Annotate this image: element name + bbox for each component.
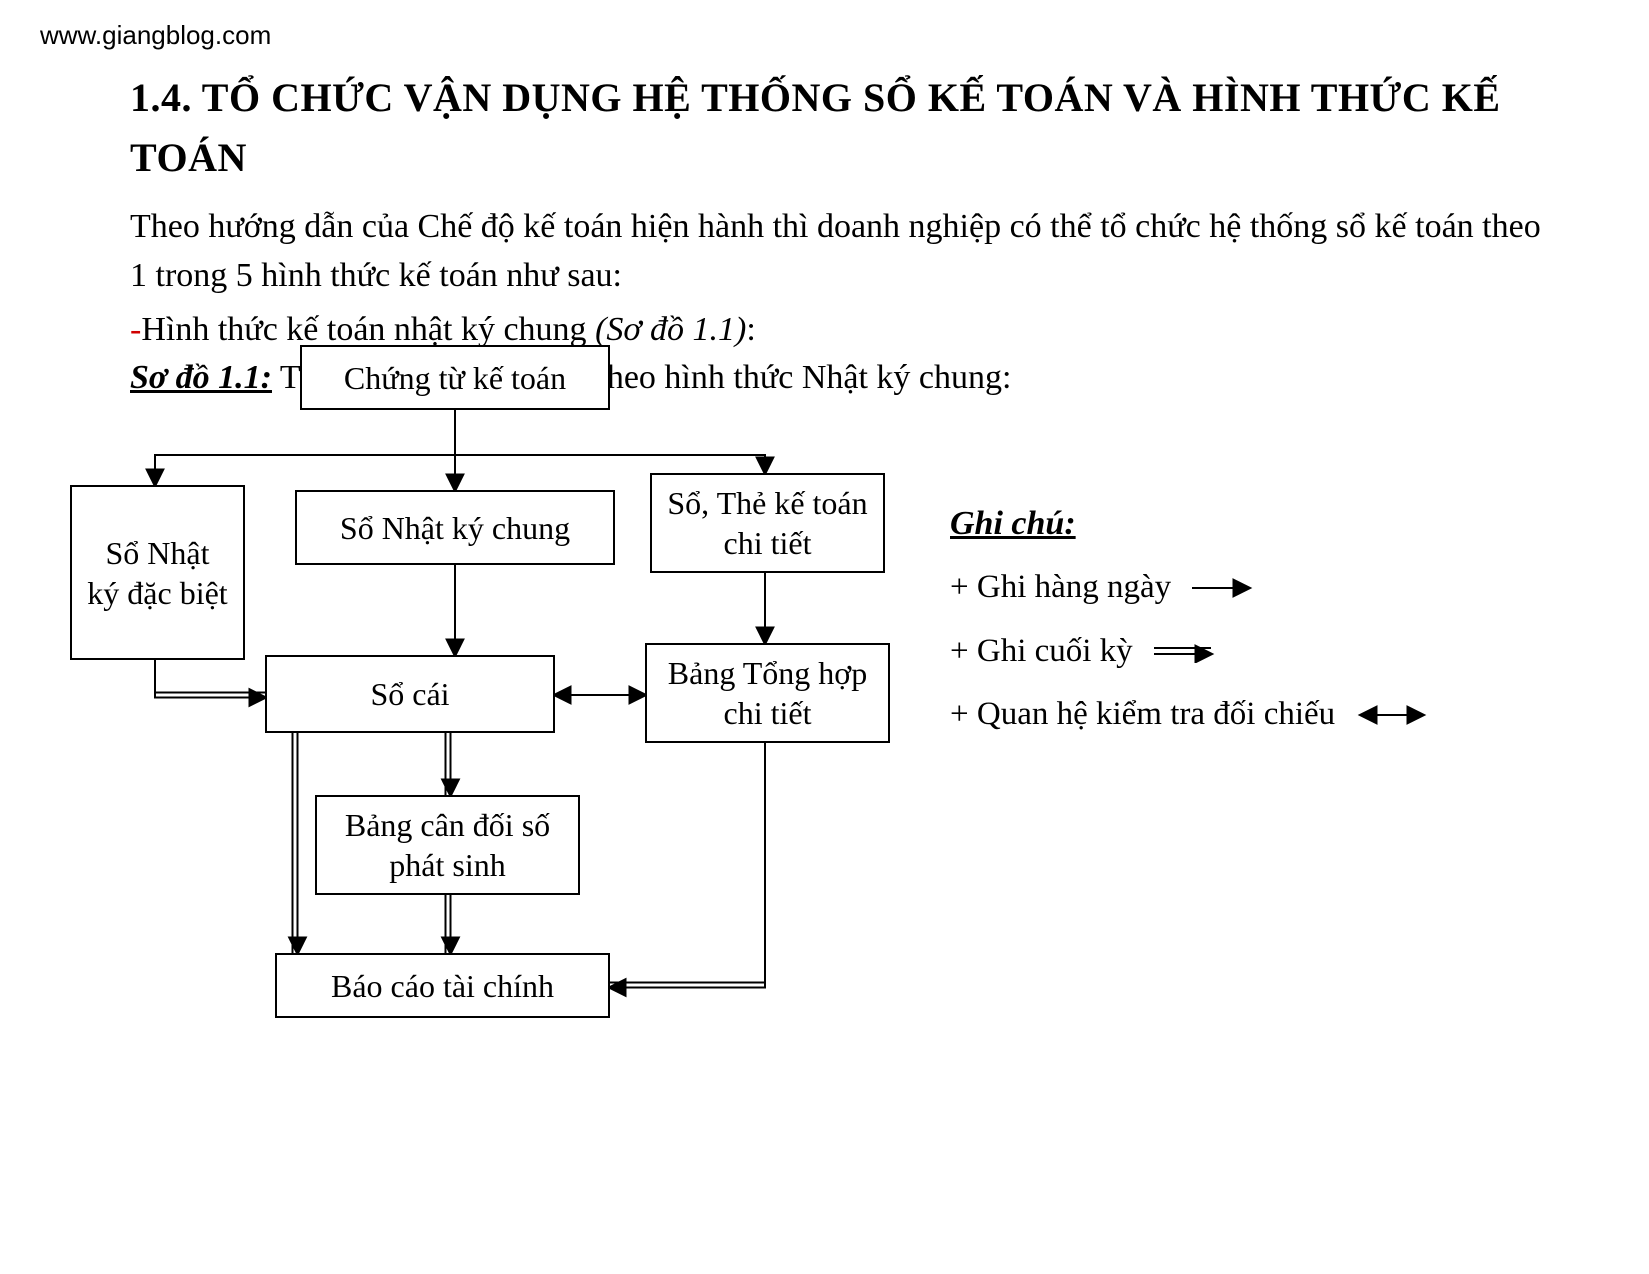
node-chung-tu-ke-toan: Chứng từ kế toán [300, 345, 610, 410]
bullet-text: Hình thức kế toán nhật ký chung [141, 311, 595, 348]
node-bang-can-doi: Bảng cân đối số phát sinh [315, 795, 580, 895]
bullet-line: -Hình thức kế toán nhật ký chung (Sơ đồ … [130, 311, 1560, 349]
node-so-the-chi-tiet: Sổ, Thẻ kế toán chi tiết [650, 473, 885, 573]
arrow-double-icon [1151, 639, 1221, 663]
node-so-cai: Sổ cái [265, 655, 555, 733]
flowchart: Chứng từ kế toán Sổ Nhật ký đặc biệt Sổ … [70, 345, 1630, 1265]
page-watermark: www.giangblog.com [40, 20, 271, 51]
heading-text: TỔ CHỨC VẬN DỤNG HỆ THỐNG SỔ KẾ TOÁN VÀ … [130, 75, 1501, 180]
bullet-colon: : [746, 311, 755, 348]
bullet-ref: (Sơ đồ 1.1) [595, 311, 746, 348]
legend-row-crosscheck: + Quan hệ kiểm tra đối chiếu [950, 685, 1470, 744]
legend-label-crosscheck: + Quan hệ kiểm tra đối chiếu [950, 685, 1335, 744]
legend-row-period-end: + Ghi cuối kỳ [950, 622, 1510, 681]
bullet-dash: - [130, 311, 141, 348]
node-so-nhat-ky-dac-biet: Sổ Nhật ký đặc biệt [70, 485, 245, 660]
node-bang-tong-hop: Bảng Tổng hợp chi tiết [645, 643, 890, 743]
node-bao-cao-tai-chinh: Báo cáo tài chính [275, 953, 610, 1018]
intro-paragraph: Theo hướng dẫn của Chế độ kế toán hiện h… [130, 202, 1560, 301]
arrow-single-icon [1189, 576, 1259, 600]
node-so-nhat-ky-chung: Sổ Nhật ký chung [295, 490, 615, 565]
arrow-bidir-icon [1353, 703, 1433, 727]
section-heading: 1.4. TỔ CHỨC VẬN DỤNG HỆ THỐNG SỔ KẾ TOÁ… [130, 68, 1560, 188]
legend: Ghi chú: + Ghi hàng ngày + Ghi cuối kỳ +… [950, 493, 1510, 744]
heading-number: 1.4. [130, 75, 192, 120]
legend-title: Ghi chú: [950, 493, 1510, 554]
legend-label-period-end: + Ghi cuối kỳ [950, 622, 1133, 681]
legend-label-daily: + Ghi hàng ngày [950, 558, 1171, 617]
legend-row-daily: + Ghi hàng ngày [950, 558, 1510, 617]
